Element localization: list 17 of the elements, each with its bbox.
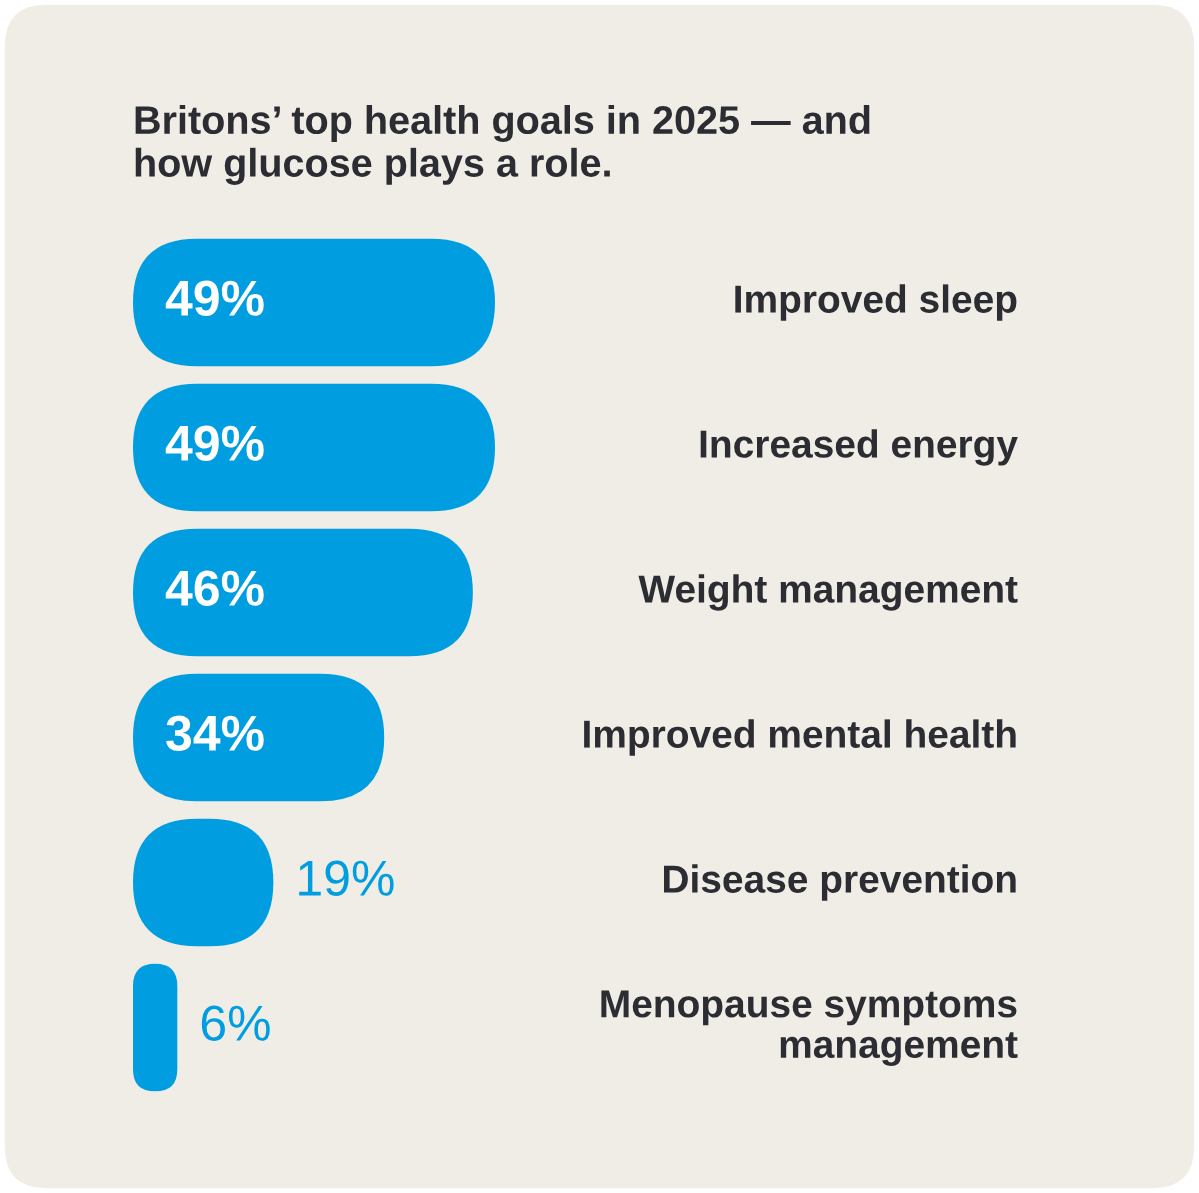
bar xyxy=(133,383,495,512)
data-label: 46% xyxy=(165,570,264,606)
bar xyxy=(133,528,473,657)
y-tick-label: Weight management xyxy=(638,574,1018,611)
y-tick-label: Menopause symptoms management xyxy=(601,990,1018,1066)
data-label: 49% xyxy=(165,280,264,316)
y-tick-label: Improved mental health xyxy=(584,719,1016,756)
bar xyxy=(133,963,178,1092)
data-label: 6% xyxy=(201,1005,270,1041)
data-label: 49% xyxy=(165,425,264,461)
data-label: 19% xyxy=(299,860,394,896)
chart-title: Britons’ top health goals in 2025 — and how glucose plays a role. xyxy=(135,105,870,185)
data-label: 34% xyxy=(166,715,264,751)
y-tick-label: Disease prevention xyxy=(664,864,1016,901)
bar xyxy=(133,238,495,367)
y-tick-label: Improved sleep xyxy=(735,284,1017,321)
y-tick-label: Increased energy xyxy=(700,429,1018,466)
